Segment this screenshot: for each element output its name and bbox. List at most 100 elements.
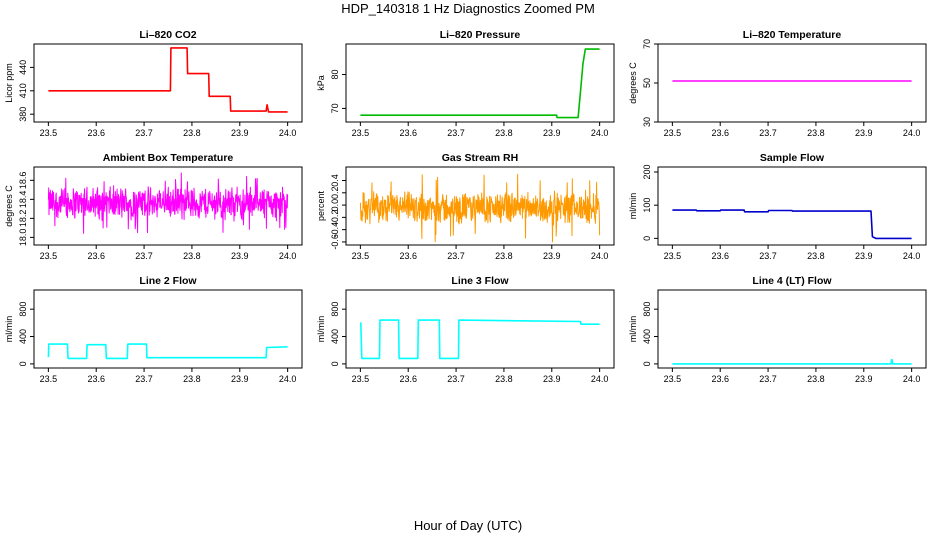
x-tick-label: 23.7 [447, 374, 465, 384]
plot-frame [657, 289, 927, 369]
chart-panel-4: Ambient Box Temperature degrees C 23.5 23.6… [4, 152, 303, 261]
y-tick-label: 410 [18, 83, 28, 98]
x-tick-label: 23.6 [399, 251, 417, 261]
data-series-line [360, 319, 600, 360]
y-axis-label: percent [316, 190, 326, 221]
data-series-line [672, 209, 912, 240]
figure-title: HDP_140318 1 Hz Diagnostics Zoomed PM [341, 1, 595, 16]
y-tick-label: 440 [18, 60, 28, 75]
y-tick-label: 400 [18, 329, 28, 344]
chart-panel-9: Line 4 (LT) Flow ml/min 23.5 23.6 23.7 23.8 23… [628, 275, 927, 384]
data-series-line [48, 47, 288, 113]
x-tick-label: 23.6 [711, 374, 729, 384]
x-tick-label: 23.5 [40, 128, 58, 138]
x-tick-label: 23.5 [352, 128, 370, 138]
x-tick-label: 23.6 [399, 374, 417, 384]
plot-frame [657, 166, 927, 246]
data-series-line [47, 343, 288, 360]
data-series-line [47, 172, 289, 234]
chart-panel-7: Line 2 Flow ml/min 23.5 23.6 23.7 23.8 23.9 24.… [4, 275, 303, 384]
x-tick-label: 23.7 [135, 374, 153, 384]
y-tick-label: 800 [18, 302, 28, 317]
x-tick-label: 23.9 [231, 374, 249, 384]
panel-title: Li–820 Pressure [440, 29, 521, 41]
x-tick-label: 24.0 [591, 251, 609, 261]
x-tick-label: 23.5 [664, 128, 682, 138]
y-tick-label: 400 [642, 329, 652, 344]
x-tick-label: 23.7 [135, 128, 153, 138]
x-tick-label: 23.5 [664, 251, 682, 261]
panel-title: Line 2 Flow [139, 275, 197, 287]
x-tick-label: 23.6 [87, 251, 105, 261]
plot-frame [33, 43, 303, 123]
x-tick-label: 23.8 [807, 128, 825, 138]
chart-panel-3: Li–820 Temperature degrees C 23.5 23.6 23.7 2… [628, 29, 927, 138]
x-tick-label: 23.8 [495, 128, 513, 138]
y-tick-label: 30 [642, 117, 652, 127]
y-axis-label: ml/min [316, 316, 326, 343]
chart-panel-1: Li–820 CO2 Licor ppm 23.5 23.6 23.7 23.8 23.9 2… [4, 29, 303, 138]
x-tick-label: 23.5 [352, 374, 370, 384]
x-tick-label: 24.0 [279, 374, 297, 384]
y-tick-label: -0.6 [330, 234, 340, 250]
x-tick-label: 24.0 [279, 251, 297, 261]
y-tick-label: 200 [642, 164, 652, 179]
panel-title: Line 4 (LT) Flow [752, 275, 832, 287]
panel-title: Li–820 CO2 [139, 29, 196, 41]
chart-panel-6: Sample Flow ml/min 23.5 23.6 23.7 23.8 23.9 24.… [628, 152, 927, 261]
y-tick-label: 18.2 [18, 210, 28, 228]
x-tick-label: 23.5 [352, 251, 370, 261]
plot-frame [345, 289, 615, 369]
plot-frame [33, 166, 303, 246]
panel-title: Sample Flow [760, 152, 825, 164]
x-tick-label: 23.6 [87, 374, 105, 384]
y-axis-label: ml/min [4, 316, 14, 343]
x-tick-label: 23.7 [759, 374, 777, 384]
x-tick-label: 23.9 [543, 128, 561, 138]
x-tick-label: 23.9 [855, 251, 873, 261]
x-tick-label: 23.6 [711, 128, 729, 138]
panel-title: Gas Stream RH [442, 152, 518, 164]
x-tick-label: 23.8 [495, 374, 513, 384]
panel-title: Li–820 Temperature [743, 29, 842, 41]
y-tick-label: 100 [642, 198, 652, 213]
y-tick-label: 18.4 [18, 191, 28, 209]
y-axis-label: ml/min [628, 316, 638, 343]
chart-panel-8: Line 3 Flow ml/min 23.5 23.6 23.7 23.8 23.9 24.… [316, 275, 615, 384]
y-axis-label: kPa [316, 75, 326, 91]
y-tick-label: 0 [642, 361, 652, 366]
data-series-line [359, 173, 601, 243]
x-tick-label: 23.8 [495, 251, 513, 261]
plot-frame [657, 43, 927, 123]
y-axis-label: ml/min [628, 193, 638, 220]
y-tick-label: 18.6 [18, 172, 28, 190]
y-tick-label: 50 [642, 78, 652, 88]
y-tick-label: 800 [330, 302, 340, 317]
x-tick-label: 23.9 [543, 251, 561, 261]
x-tick-label: 24.0 [903, 251, 921, 261]
x-tick-label: 23.8 [183, 374, 201, 384]
x-tick-label: 23.7 [759, 128, 777, 138]
x-tick-label: 23.8 [183, 251, 201, 261]
x-tick-label: 23.6 [711, 251, 729, 261]
x-tick-label: 23.5 [664, 374, 682, 384]
plot-frame [345, 166, 615, 246]
x-tick-label: 23.7 [447, 128, 465, 138]
y-tick-label: 80 [330, 70, 340, 80]
y-axis-label: Licor ppm [4, 63, 14, 103]
y-tick-label: 800 [642, 302, 652, 317]
x-tick-label: 23.9 [231, 128, 249, 138]
x-tick-label: 23.6 [87, 128, 105, 138]
y-axis-label: degrees C [4, 185, 14, 227]
y-tick-label: 0 [642, 236, 652, 241]
y-tick-label: 0 [18, 361, 28, 366]
y-axis-label: degrees C [628, 62, 638, 104]
y-tick-label: 400 [330, 329, 340, 344]
y-tick-label: 0 [330, 361, 340, 366]
y-tick-label: 0.0 [330, 199, 340, 212]
x-tick-label: 23.7 [759, 251, 777, 261]
x-tick-label: 23.8 [807, 374, 825, 384]
data-series-line [360, 48, 600, 119]
y-tick-label: 18.0 [18, 229, 28, 247]
